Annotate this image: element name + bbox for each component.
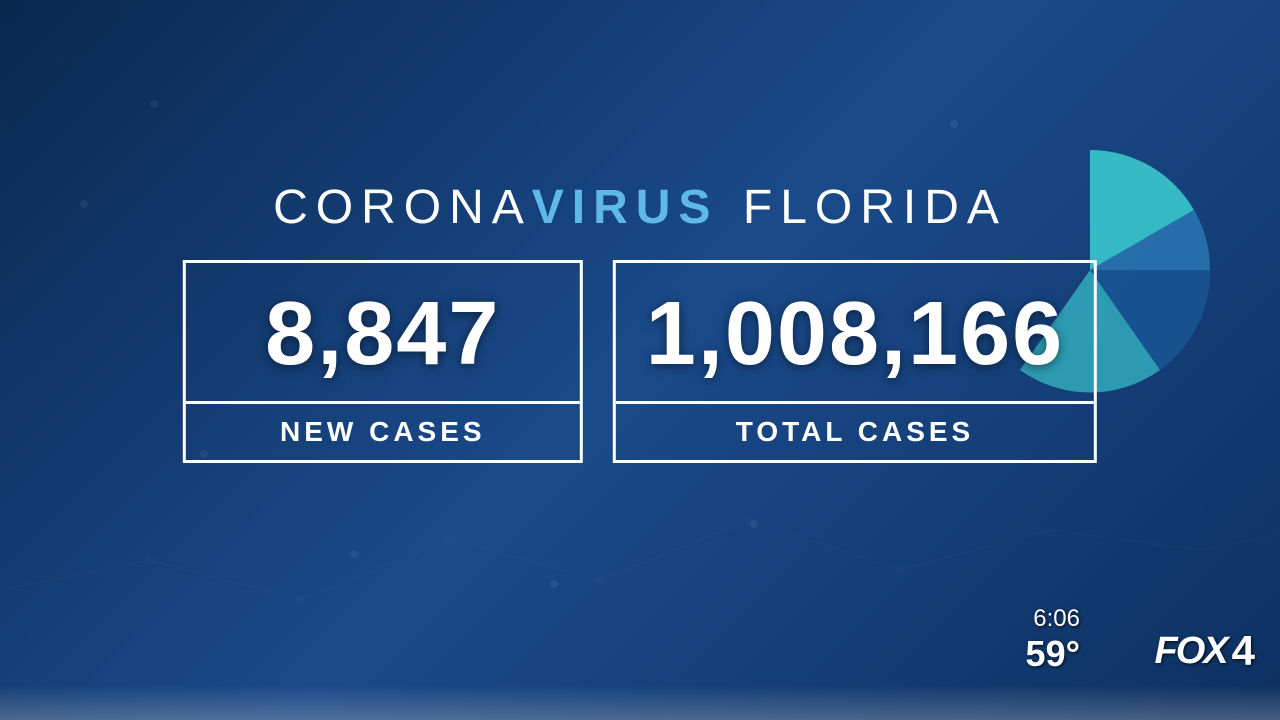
title-corona: CORONA bbox=[273, 181, 532, 234]
total-cases-label: TOTAL CASES bbox=[616, 401, 1094, 460]
total-cases-value: 1,008,166 bbox=[616, 263, 1094, 401]
title-location: FLORIDA bbox=[743, 181, 1007, 234]
line-chart-decoration bbox=[0, 440, 1280, 640]
title-virus: VIRUS bbox=[532, 181, 719, 234]
station-name: FOX bbox=[1155, 630, 1227, 673]
new-cases-value: 8,847 bbox=[186, 263, 580, 401]
new-cases-label: NEW CASES bbox=[186, 401, 580, 460]
total-cases-box: 1,008,166 TOTAL CASES bbox=[613, 260, 1097, 463]
bottom-bar bbox=[0, 685, 1280, 720]
time-display: 6:06 bbox=[1026, 605, 1080, 633]
stats-container: 8,847 NEW CASES 1,008,166 TOTAL CASES bbox=[183, 260, 1097, 463]
title-section: CORONAVIRUS FLORIDA bbox=[273, 180, 1007, 235]
new-cases-box: 8,847 NEW CASES bbox=[183, 260, 583, 463]
temperature-display: 59° bbox=[1026, 633, 1080, 675]
weather-info: 6:06 59° bbox=[1026, 605, 1080, 675]
station-channel: 4 bbox=[1232, 627, 1255, 675]
station-logo: FOX 4 bbox=[1155, 627, 1255, 675]
